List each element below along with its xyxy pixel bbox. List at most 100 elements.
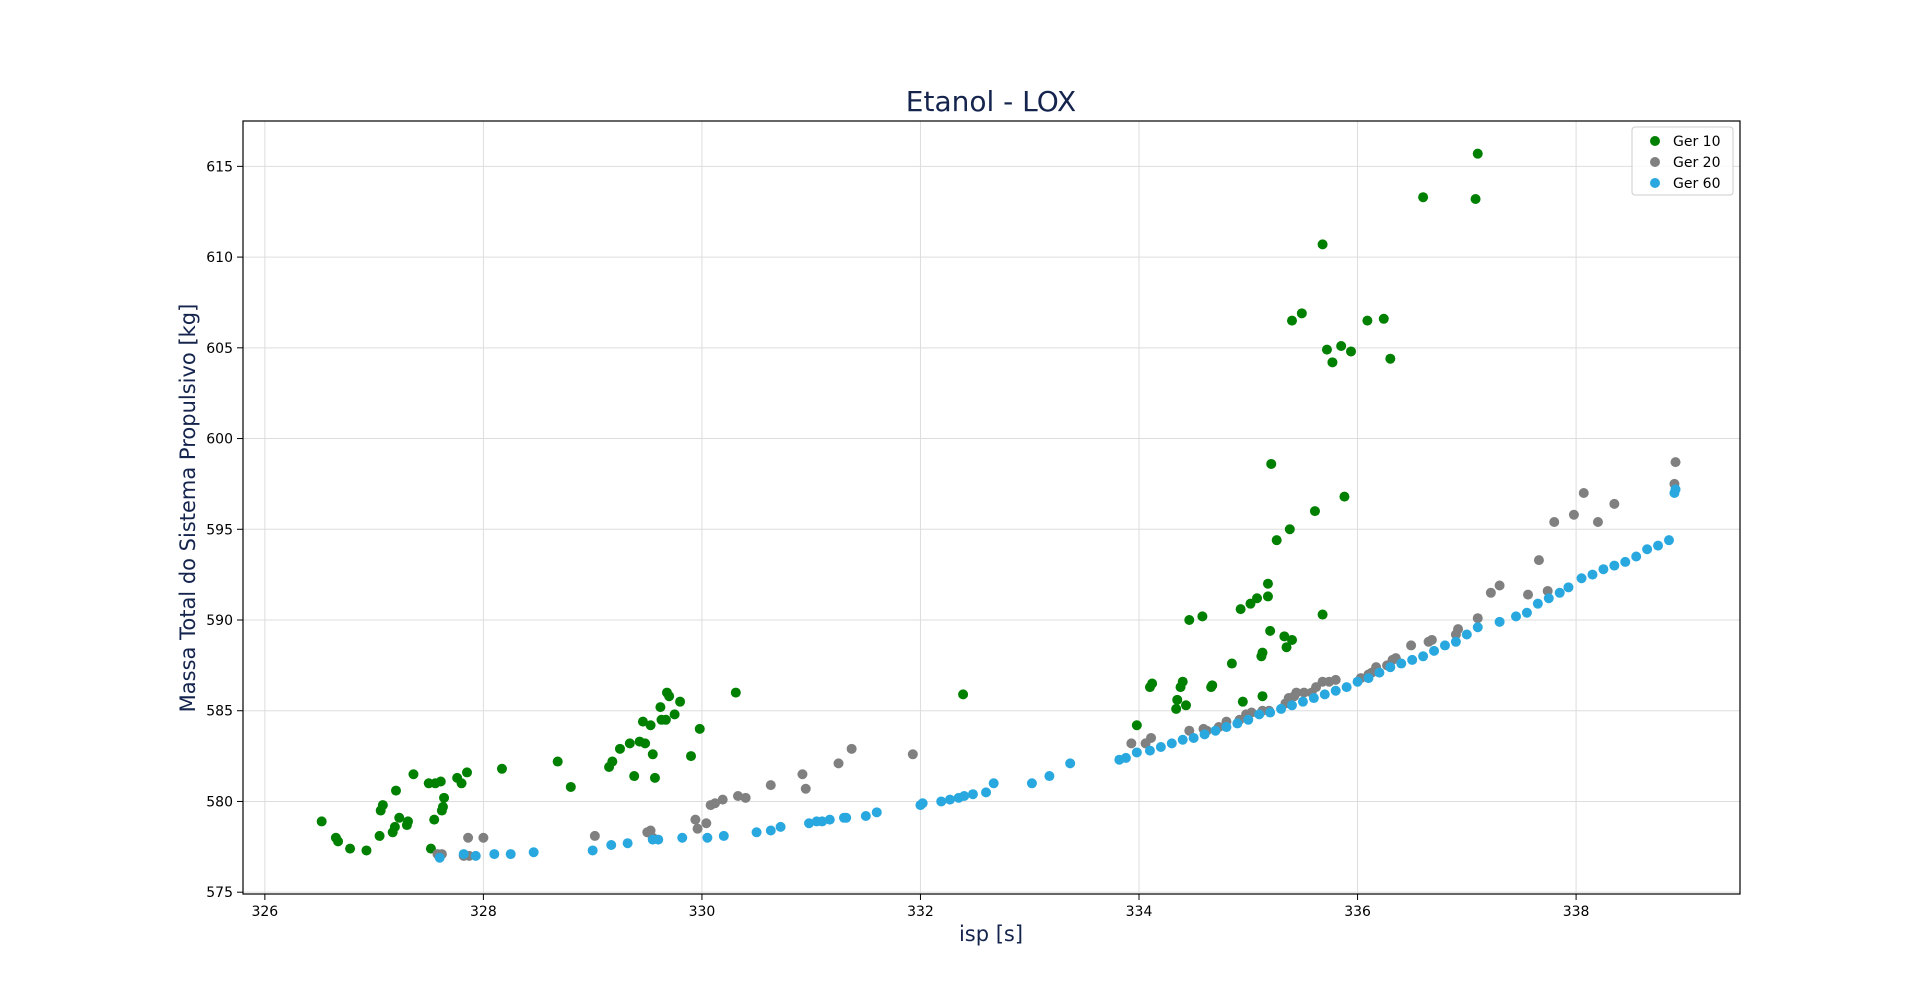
- data-point: [1184, 725, 1195, 736]
- data-point: [1319, 689, 1330, 700]
- data-point: [496, 763, 507, 774]
- data-point: [637, 716, 648, 727]
- data-point: [434, 852, 445, 863]
- data-point: [607, 756, 618, 767]
- data-point: [1296, 308, 1307, 319]
- data-point: [841, 812, 852, 823]
- data-point: [1426, 634, 1437, 645]
- data-point: [1587, 569, 1598, 580]
- data-point: [1418, 651, 1429, 662]
- data-point: [817, 816, 828, 827]
- data-point: [1226, 658, 1237, 669]
- data-point: [1378, 313, 1389, 324]
- data-point: [589, 830, 600, 841]
- data-point: [649, 772, 660, 783]
- data-point: [408, 769, 419, 780]
- data-point: [1418, 192, 1429, 203]
- data-point: [1362, 315, 1373, 326]
- data-point: [690, 814, 701, 825]
- data-point: [1197, 611, 1208, 622]
- data-point: [751, 827, 762, 838]
- data-point: [390, 785, 401, 796]
- data-point: [1670, 457, 1681, 468]
- data-point: [1663, 535, 1674, 546]
- data-point: [1642, 544, 1653, 555]
- data-point: [655, 702, 666, 713]
- data-point: [1609, 498, 1620, 509]
- data-point: [710, 798, 721, 809]
- legend-marker: [1650, 157, 1660, 167]
- plot-frame: [242, 120, 1741, 895]
- data-point: [1281, 642, 1292, 653]
- data-point: [871, 807, 882, 818]
- data-point: [804, 818, 815, 829]
- data-point: [1554, 587, 1565, 598]
- data-point: [1279, 631, 1290, 642]
- data-points: [316, 148, 1681, 863]
- x-tick-label: 334: [1126, 904, 1153, 920]
- data-point: [629, 771, 640, 782]
- data-point: [316, 816, 327, 827]
- data-point: [565, 781, 576, 792]
- data-point: [740, 792, 751, 803]
- data-point: [1184, 615, 1195, 626]
- data-point: [677, 832, 688, 843]
- data-point: [1592, 517, 1603, 528]
- data-point: [1232, 718, 1243, 729]
- data-point: [437, 801, 448, 812]
- data-point: [1147, 678, 1158, 689]
- data-point: [1252, 593, 1263, 604]
- data-point: [1339, 491, 1350, 502]
- y-tick-label: 615: [206, 159, 233, 175]
- data-point: [1470, 194, 1481, 205]
- data-point: [958, 689, 969, 700]
- data-point: [1286, 700, 1297, 711]
- data-point: [1171, 703, 1182, 714]
- data-point: [429, 814, 440, 825]
- data-point: [505, 849, 516, 860]
- data-point: [653, 834, 664, 845]
- data-point: [1330, 674, 1341, 685]
- chart-title: Etanol - LOX: [906, 85, 1076, 118]
- data-point: [606, 840, 617, 851]
- data-point: [1317, 609, 1328, 620]
- data-point: [1276, 703, 1287, 714]
- data-point: [587, 845, 598, 856]
- data-point: [1670, 484, 1681, 495]
- series-ger-10: [316, 148, 1483, 856]
- data-point: [377, 800, 388, 811]
- data-point: [456, 778, 467, 789]
- data-point: [1245, 598, 1256, 609]
- data-point: [1510, 611, 1521, 622]
- data-point: [660, 714, 671, 725]
- data-point: [732, 791, 743, 802]
- data-point: [1235, 604, 1246, 615]
- data-point: [967, 789, 978, 800]
- data-point: [614, 743, 625, 754]
- data-point: [439, 792, 450, 803]
- data-point: [1439, 640, 1450, 651]
- data-point: [765, 780, 776, 791]
- data-point: [458, 849, 469, 860]
- data-point: [1396, 658, 1407, 669]
- data-point: [833, 758, 844, 769]
- data-point: [1472, 613, 1483, 624]
- data-point: [1266, 458, 1277, 469]
- data-point: [1620, 556, 1631, 567]
- data-point: [1385, 662, 1396, 673]
- data-point: [647, 749, 658, 760]
- data-point: [1317, 239, 1328, 250]
- data-point: [1549, 517, 1560, 528]
- data-point: [1308, 693, 1319, 704]
- data-point: [1374, 667, 1385, 678]
- y-tick-label: 590: [206, 613, 233, 629]
- x-tick-label: 336: [1344, 904, 1371, 920]
- data-point: [1385, 353, 1396, 364]
- data-point: [846, 743, 857, 754]
- data-point: [1271, 535, 1282, 546]
- data-point: [1578, 487, 1589, 498]
- data-point: [389, 821, 400, 832]
- data-point: [1257, 647, 1268, 658]
- data-point: [694, 723, 705, 734]
- y-tick-label: 580: [206, 794, 233, 810]
